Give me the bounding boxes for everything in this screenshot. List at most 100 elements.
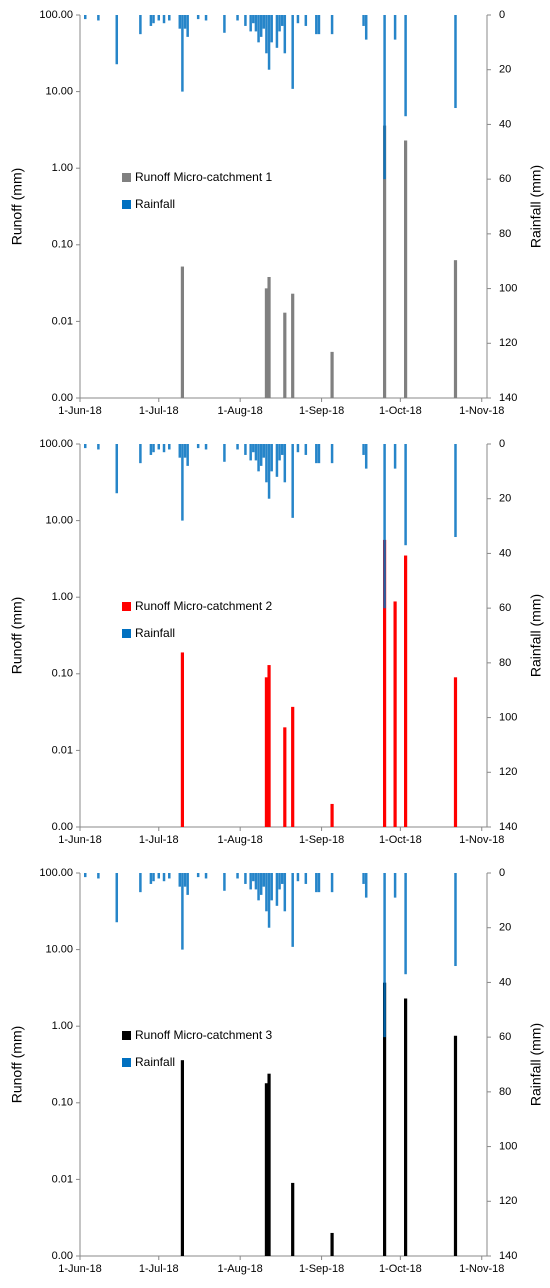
rainfall-bar xyxy=(317,873,321,893)
x-tick-label: 1-Oct-18 xyxy=(379,1263,422,1275)
runoff-bar xyxy=(291,1182,295,1256)
rainfall-bar xyxy=(181,873,184,950)
y-tick-label: 0.01 xyxy=(52,744,73,756)
y2-axis-title: Rainfall (mm) xyxy=(528,1023,544,1106)
rainfall-bar xyxy=(278,873,281,890)
rainfall-bar xyxy=(97,873,100,879)
rainfall-bar xyxy=(315,15,318,35)
y2-tick-label: 60 xyxy=(499,602,511,614)
runoff-bar xyxy=(267,665,271,827)
rainfall-bar xyxy=(244,15,247,26)
rainfall-bar xyxy=(267,15,271,70)
rainfall-bar xyxy=(181,15,184,92)
rainfall-bar xyxy=(139,873,142,893)
rainfall-bar xyxy=(186,444,189,466)
runoff-bar xyxy=(180,266,185,398)
rainfall-bar xyxy=(262,15,266,29)
y2-tick-label: 0 xyxy=(499,438,505,450)
rainfall-bar xyxy=(157,873,161,879)
x-tick-label: 1-Aug-18 xyxy=(218,1263,263,1275)
runoff-bar xyxy=(330,803,334,827)
rainfall-bar xyxy=(162,873,166,882)
legend-swatch xyxy=(122,173,131,182)
rainfall-bar xyxy=(283,15,287,54)
rainfall-bar xyxy=(252,15,255,24)
y2-tick-label: 120 xyxy=(499,337,517,349)
y2-tick-label: 80 xyxy=(499,657,511,669)
x-tick-label: 1-Oct-18 xyxy=(379,834,422,846)
rainfall-bar xyxy=(330,873,334,893)
y-tick-label: 0.10 xyxy=(52,1097,73,1109)
rainfall-bar xyxy=(283,444,287,483)
rainfall-bar xyxy=(364,15,368,40)
x-tick-label: 1-Nov-18 xyxy=(459,834,504,846)
y2-tick-label: 40 xyxy=(499,976,511,988)
rainfall-bar xyxy=(383,444,386,609)
legend-label: Runoff Micro-catchment 1 xyxy=(135,170,272,184)
rainfall-bar xyxy=(84,444,87,449)
rainfall-bar xyxy=(315,873,318,893)
legend-swatch xyxy=(122,200,131,209)
rainfall-bar xyxy=(362,444,365,455)
y-tick-label: 100.00 xyxy=(39,9,73,21)
rainfall-bar xyxy=(265,873,268,912)
rainfall-bar xyxy=(364,873,368,898)
legend-swatch xyxy=(122,629,131,638)
rainfall-bar xyxy=(157,444,161,450)
runoff-bar xyxy=(264,1083,269,1256)
legend-label: Rainfall xyxy=(135,197,175,211)
rainfall-bar xyxy=(265,444,268,483)
runoff-bar xyxy=(404,998,408,1256)
rainfall-bar xyxy=(115,15,119,65)
rainfall-bar xyxy=(296,444,300,453)
runoff-bar xyxy=(404,555,408,827)
rainfall-bar xyxy=(181,444,184,521)
runoff-bar xyxy=(404,140,408,399)
rainfall-bar xyxy=(97,444,100,450)
rainfall-bar xyxy=(244,873,247,884)
x-tick-label: 1-Oct-18 xyxy=(379,405,422,417)
rainfall-bar xyxy=(254,15,258,32)
y-tick-label: 1.00 xyxy=(52,162,73,174)
x-tick-label: 1-Sep-18 xyxy=(299,405,344,417)
runoff-bar xyxy=(453,1035,458,1256)
rainfall-bar xyxy=(280,873,284,884)
x-tick-label: 1-Sep-18 xyxy=(299,834,344,846)
rainfall-bar xyxy=(249,873,252,890)
rainfall-bar xyxy=(393,444,397,469)
x-tick-label: 1-Jun-18 xyxy=(58,405,101,417)
rainfall-bar xyxy=(254,444,258,461)
y2-tick-label: 140 xyxy=(499,1250,517,1262)
y2-axis-title: Rainfall (mm) xyxy=(528,594,544,677)
rainfall-bar xyxy=(275,15,279,48)
runoff-bar xyxy=(264,677,269,827)
rainfall-bar xyxy=(317,15,321,35)
rainfall-bar xyxy=(257,444,260,472)
rainfall-bar xyxy=(275,444,279,477)
rainfall-bar xyxy=(186,873,189,895)
legend-swatch xyxy=(122,1031,131,1040)
runoff-bar xyxy=(180,1060,185,1256)
rainfall-bar xyxy=(223,873,226,891)
rainfall-bar xyxy=(139,444,142,464)
rainfall-bar xyxy=(157,15,161,21)
rainfall-bar xyxy=(139,15,142,35)
runoff-bar xyxy=(291,293,295,398)
x-tick-label: 1-Aug-18 xyxy=(218,405,263,417)
x-tick-label: 1-Nov-18 xyxy=(459,405,504,417)
y2-tick-label: 120 xyxy=(499,766,517,778)
y-tick-label: 0.10 xyxy=(52,668,73,680)
rainfall-bar xyxy=(404,15,407,117)
rainfall-bar xyxy=(364,444,368,469)
rainfall-bar xyxy=(168,15,171,21)
rainfall-bar xyxy=(454,15,457,109)
y-tick-label: 0.01 xyxy=(52,315,73,327)
rainfall-bar xyxy=(259,444,263,466)
rainfall-bar xyxy=(291,15,294,89)
rainfall-bar xyxy=(244,444,247,455)
rainfall-bar xyxy=(330,444,334,464)
rainfall-bar xyxy=(236,873,239,879)
y-tick-label: 1.00 xyxy=(52,1020,73,1032)
rainfall-bar xyxy=(204,444,208,450)
